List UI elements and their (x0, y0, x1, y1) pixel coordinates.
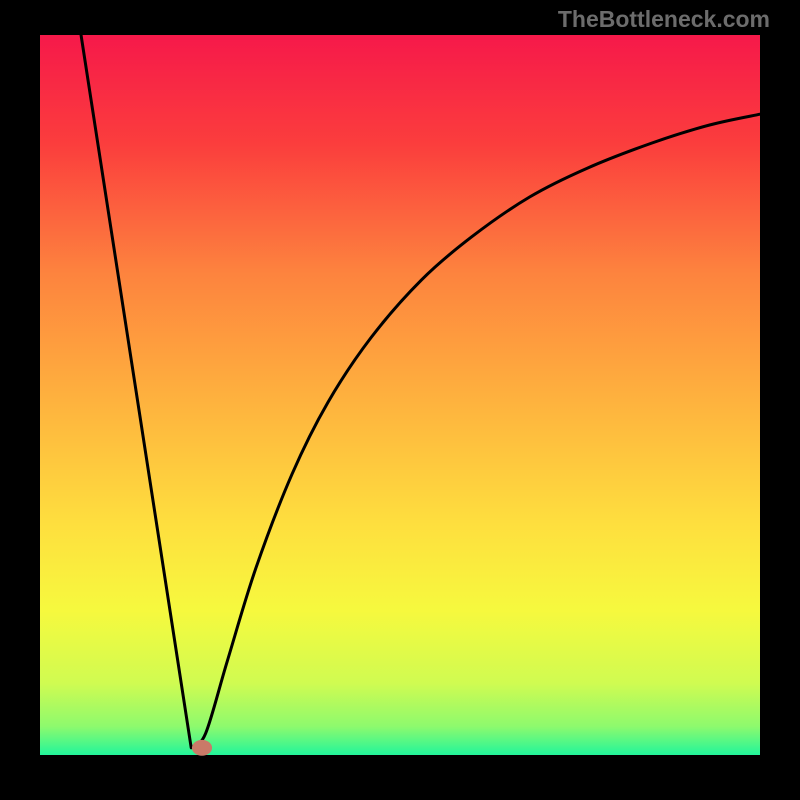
watermark-text: TheBottleneck.com (558, 6, 770, 33)
curve-layer (0, 0, 800, 800)
bottleneck-curve (81, 35, 760, 748)
highlight-marker (192, 740, 212, 756)
chart-container: TheBottleneck.com (0, 0, 800, 800)
